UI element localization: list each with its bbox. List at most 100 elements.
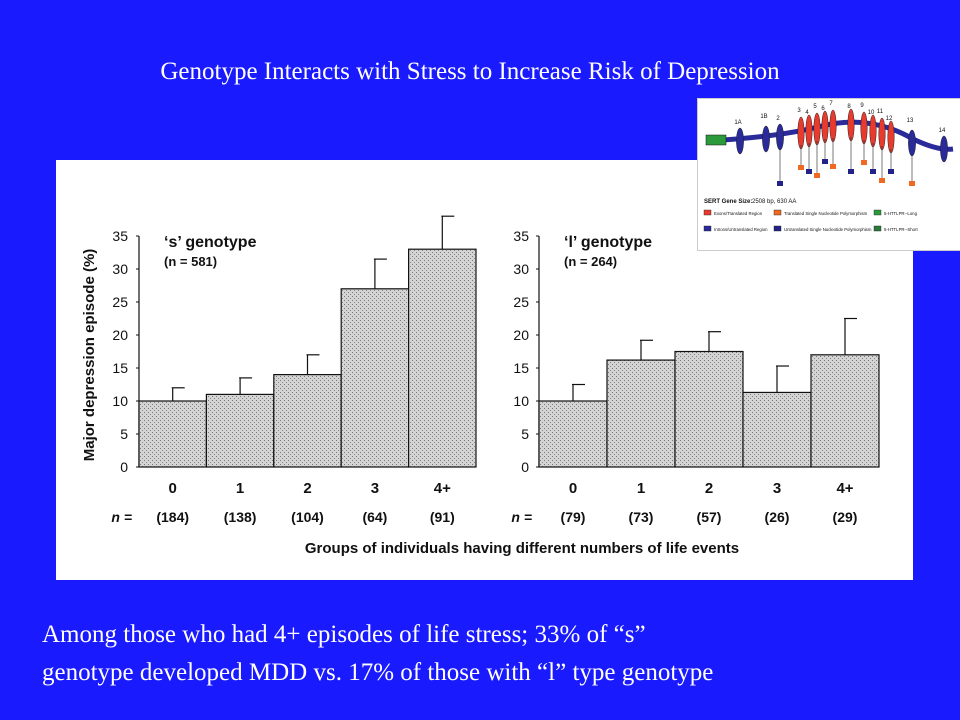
n-label: (64): [362, 509, 387, 525]
legend-swatch: [703, 225, 712, 232]
bar: [273, 374, 342, 468]
y-tick-label: 35: [513, 228, 529, 244]
exon-label: 6: [821, 106, 825, 112]
x-tick-label: 2: [705, 480, 713, 497]
slide-caption: Among those who had 4+ episodes of life …: [42, 616, 942, 692]
legend-text: Exons/Translated Region: [714, 211, 763, 216]
snp-marker: [814, 173, 820, 178]
bar: [810, 354, 880, 468]
snp-marker: [848, 169, 854, 174]
exon-label: 8: [847, 104, 851, 110]
bar: [340, 288, 410, 468]
legend-swatch: [873, 209, 882, 216]
x-tick-label: 0: [169, 480, 177, 497]
caption-line-2: genotype developed MDD vs. 17% of those …: [42, 659, 714, 686]
legend-swatch: [773, 209, 782, 216]
x-tick-label: 1: [637, 480, 645, 497]
n-label: (57): [697, 509, 722, 525]
y-tick-label: 15: [513, 360, 529, 376]
exon-label: 7: [829, 101, 833, 107]
exon-mark: [940, 135, 948, 163]
caption-line-1: Among those who had 4+ episodes of life …: [42, 621, 646, 648]
n-label: (26): [765, 509, 790, 525]
y-tick-label: 35: [112, 228, 128, 244]
legend-swatch: [873, 225, 882, 232]
bar: [205, 393, 275, 468]
exon-mark: [869, 114, 877, 148]
legend-text: 5-HTTLPR--Long: [884, 211, 918, 216]
gene-size-value: 2508 bp, 630 AA: [752, 199, 796, 205]
snp-marker: [861, 160, 867, 165]
exon-mark: [887, 120, 895, 154]
exon-label: 11: [877, 109, 884, 115]
exon-mark: [805, 114, 813, 148]
panel-subtitle: (n = 581): [164, 254, 217, 269]
exon-label: 12: [886, 116, 893, 122]
n-label: (104): [291, 509, 324, 525]
exon-label: 5: [813, 104, 817, 110]
x-tick-label: 1: [236, 480, 244, 497]
x-tick-label: 2: [303, 480, 311, 497]
snp-marker: [870, 169, 876, 174]
n-label: (138): [224, 509, 257, 525]
y-tick-label: 10: [112, 393, 128, 409]
y-tick-label: 30: [513, 261, 529, 277]
promoter-block: [705, 134, 727, 146]
exon-label: 1A: [734, 120, 741, 126]
exon-mark: [821, 110, 829, 144]
y-tick-label: 25: [112, 294, 128, 310]
chart-panel-1: 0 5 10 15 20 25 30 35 0 (184) 1 (138) 2 (104) 3 (64) 4+ (…: [111, 215, 477, 525]
snp-marker: [777, 181, 783, 186]
y-tick-label: 10: [513, 393, 529, 409]
exon-mark: [878, 117, 886, 151]
y-tick-label: 30: [112, 261, 128, 277]
exon-mark: [813, 112, 821, 146]
gene-size-label: SERT Gene Size:: [704, 199, 752, 205]
y-tick-label: 0: [521, 459, 529, 475]
y-tick-label: 5: [521, 426, 529, 442]
legend-swatch: [773, 225, 782, 232]
y-tick-label: 20: [112, 327, 128, 343]
exon-mark: [860, 111, 868, 145]
legend-text: 5-HTTLPR--Short: [884, 227, 918, 232]
y-tick-label: 5: [120, 426, 128, 442]
n-prefix-label: n =: [511, 509, 532, 525]
exon-label: 1B: [760, 114, 767, 120]
x-tick-label: 3: [371, 480, 379, 497]
y-tick-label: 20: [513, 327, 529, 343]
x-tick-label: 4+: [836, 480, 853, 497]
legend-text: Translated Single Nucleotide Polymorphis…: [784, 211, 868, 216]
y-tick-label: 0: [120, 459, 128, 475]
snp-marker: [798, 165, 804, 170]
panel-title: ‘l’ genotype: [564, 234, 652, 251]
exon-mark: [847, 108, 855, 142]
n-label: (79): [561, 509, 586, 525]
legend-swatch: [703, 209, 712, 216]
bar: [742, 391, 812, 468]
snp-marker: [879, 178, 885, 183]
bar: [674, 350, 744, 468]
y-tick-label: 15: [112, 360, 128, 376]
exon-mark: [776, 123, 784, 151]
exon-mark: [797, 116, 805, 150]
panel-subtitle: (n = 264): [564, 254, 617, 269]
bar: [138, 400, 208, 468]
x-axis-label: Groups of individuals having different n…: [305, 540, 739, 557]
legend-text: Introns/Untranslated Region: [714, 227, 768, 232]
n-label: (184): [156, 509, 189, 525]
exon-mark: [908, 129, 916, 157]
bar: [606, 359, 676, 468]
n-label: (29): [833, 509, 858, 525]
exon-mark: [829, 109, 837, 143]
n-prefix-label: n =: [111, 509, 132, 525]
exon-label: 3: [797, 108, 801, 114]
exon-label: 4: [805, 110, 809, 116]
chart-panel-2: 0 5 10 15 20 25 30 35 0 (79) 1 (73) 2 (57) 3 (26) 4+ (29)…: [511, 228, 880, 525]
panel-title: ‘s’ genotype: [164, 234, 257, 251]
exon-label: 9: [860, 103, 864, 109]
y-tick-label: 25: [513, 294, 529, 310]
snp-marker: [909, 181, 915, 186]
n-label: (73): [629, 509, 654, 525]
exon-label: 13: [907, 118, 914, 124]
